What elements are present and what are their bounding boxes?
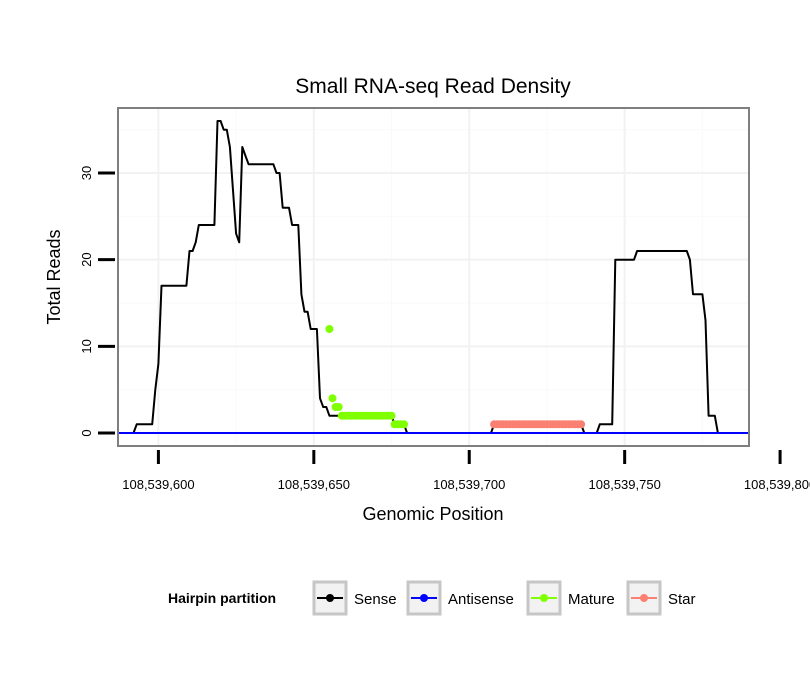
y-tick-label: 20 [79, 252, 94, 266]
y-axis-title: Total Reads [44, 229, 64, 324]
legend: Hairpin partition Sense Antisense Mature St… [168, 580, 696, 616]
mature-point [328, 394, 337, 403]
sense-line [118, 120, 749, 434]
chart-title: Small RNA-seq Read Density [295, 75, 571, 98]
y-tick-label: 0 [79, 429, 94, 436]
antisense-legend-label: Antisense [448, 591, 514, 608]
mature-legend-label: Mature [568, 591, 615, 608]
mature-point [325, 325, 334, 333]
star-legend-label: Star [668, 591, 696, 608]
x-tick-label: 108,539,800 [744, 477, 810, 492]
sense-legend-label: Sense [354, 591, 397, 608]
mature-point [400, 420, 408, 429]
star-point [577, 420, 586, 429]
plot-panel-border [117, 107, 750, 447]
mature-point [387, 411, 396, 420]
grid-layer [118, 108, 749, 446]
y-tick-label: 30 [79, 166, 94, 180]
legend-title: Hairpin partition [168, 590, 276, 606]
x-tick-label: 108,539,600 [122, 477, 194, 492]
mature-legend-point [540, 594, 548, 602]
mature-point [334, 403, 343, 411]
x-axis-title: Genomic Position [362, 504, 503, 524]
x-tick-label: 108,539,750 [589, 477, 661, 492]
x-tick-label: 108,539,650 [278, 477, 350, 492]
sense-legend-point [326, 594, 334, 602]
y-tick-label: 10 [79, 339, 94, 353]
star-legend-point [640, 594, 648, 602]
series-layer [118, 120, 749, 434]
antisense-legend-point [420, 594, 428, 602]
x-tick-label: 108,539,700 [433, 477, 505, 492]
axis-layer: 108,539,600 108,539,650 108,539,700 108,539… [79, 166, 810, 492]
